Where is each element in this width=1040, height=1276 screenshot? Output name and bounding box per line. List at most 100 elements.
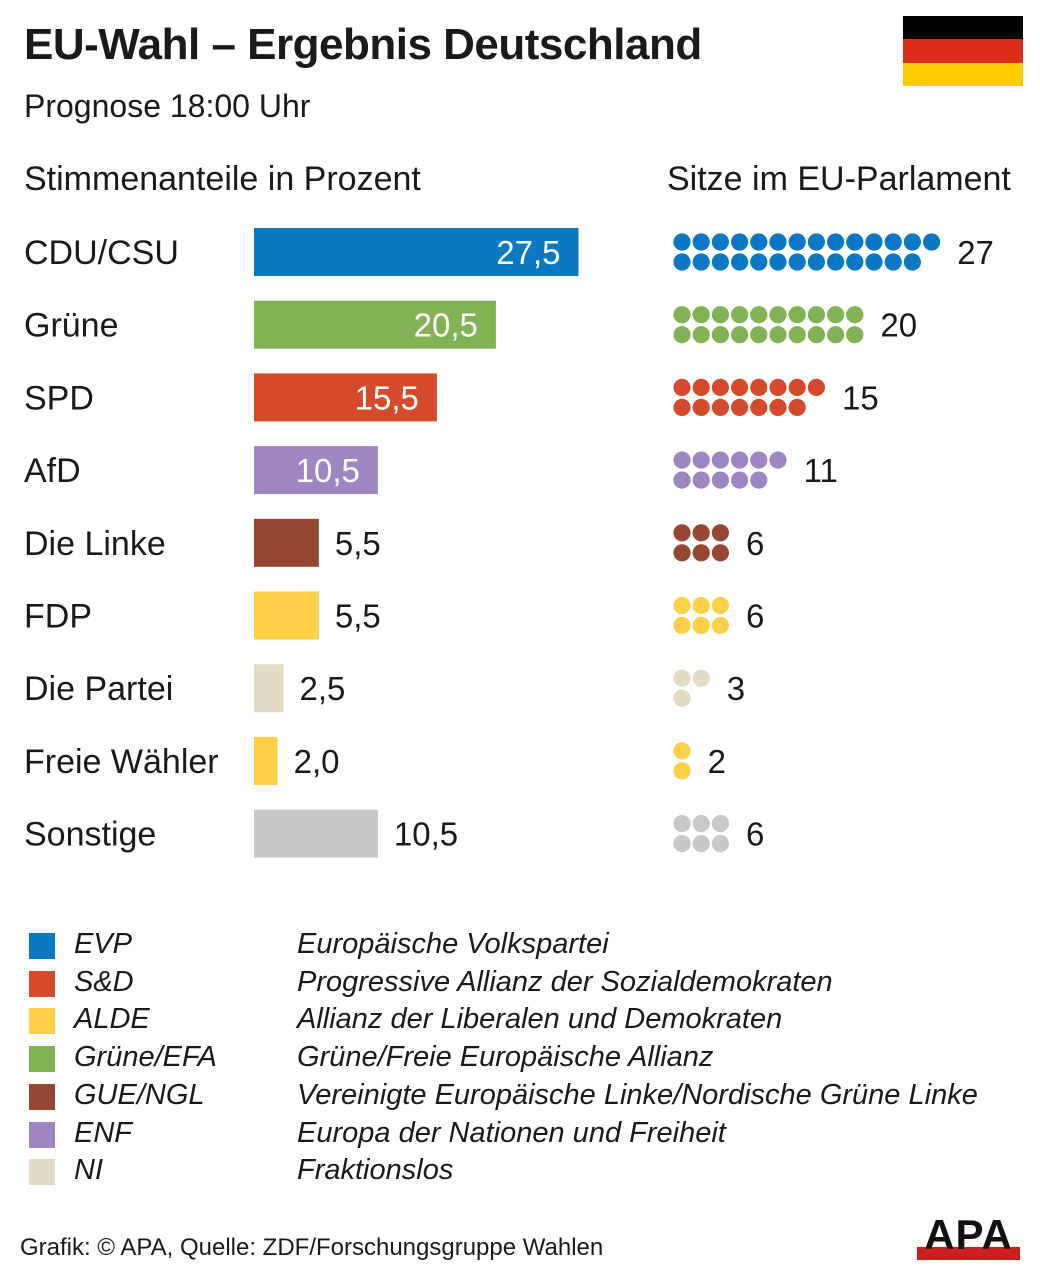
seat-dot (846, 326, 864, 344)
legend-swatch (29, 1008, 55, 1035)
legend-abbreviation: Grüne/EFA (74, 1041, 217, 1074)
seat-dot (807, 233, 826, 251)
seat-dot (750, 306, 768, 324)
seat-dot (692, 835, 710, 853)
legend-abbreviation: S&D (74, 965, 134, 998)
seat-dot (788, 378, 806, 396)
bar (254, 228, 579, 276)
seat-dot (788, 326, 806, 344)
seat-dot (692, 233, 710, 251)
legend-item: NI Fraktionslos (24, 1154, 1024, 1192)
legend-group-name: Europa der Nationen und Freiheit (297, 1116, 726, 1149)
vote-share-heading: Stimmenanteile in Prozent (24, 160, 421, 198)
seat-count-label: 6 (746, 525, 764, 562)
legend-swatch (29, 1121, 55, 1148)
seat-dot (750, 398, 768, 416)
seat-dot (711, 451, 730, 469)
seat-dot (807, 326, 826, 344)
seat-dot (673, 471, 691, 489)
seat-count-label: 2 (708, 743, 726, 780)
bar-value-label: 10,5 (394, 816, 458, 853)
bar (254, 809, 378, 858)
seat-dot (903, 253, 922, 271)
seat-dot (673, 669, 691, 687)
bar-value-label: 15,5 (355, 379, 419, 416)
legend-group-name: Europäische Volkspartei (297, 928, 609, 960)
category-label: Sonstige (24, 816, 156, 854)
bar (254, 664, 284, 713)
legend-group-name: Allianz der Liberalen und Demokraten (297, 1003, 783, 1036)
seat-dot (731, 253, 749, 271)
seat-count-label: 27 (957, 234, 994, 271)
category-label: FDP (24, 598, 92, 636)
seat-dot (788, 233, 806, 251)
seat-dot (865, 233, 883, 251)
bar-value-label: 10,5 (296, 452, 360, 489)
seat-dot (673, 762, 691, 780)
seat-dot (769, 398, 787, 416)
bar (254, 591, 319, 640)
seat-dot (711, 471, 730, 489)
seat-dot (731, 326, 749, 344)
legend-swatch (29, 970, 55, 997)
seat-dot (692, 253, 710, 271)
seat-dot (711, 596, 730, 615)
seat-dot (731, 471, 749, 489)
flag-stripe-red (903, 39, 1023, 63)
legend-swatch (29, 1159, 55, 1186)
seat-dot (769, 233, 787, 251)
seat-count-label: 15 (842, 379, 879, 416)
category-label: Grüne (24, 307, 119, 345)
seat-dot (807, 378, 826, 396)
seat-dot (750, 233, 768, 251)
seat-count-label: 6 (746, 598, 764, 635)
bar (254, 300, 496, 349)
seat-dot (711, 306, 730, 324)
seat-dot (731, 233, 749, 251)
seat-dot (673, 326, 691, 344)
seat-dot (673, 596, 691, 615)
category-label: Die Partei (24, 670, 173, 708)
german-flag-icon (903, 16, 1023, 86)
seat-dot (884, 233, 902, 251)
seat-dot (673, 306, 691, 324)
seat-dot (673, 524, 691, 542)
seat-dot (827, 306, 845, 324)
seat-dot (827, 233, 845, 251)
legend-abbreviation: EVP (74, 928, 133, 960)
seat-dot (769, 451, 787, 469)
legend-item: ENF Europa der Nationen und Freiheit (24, 1117, 1024, 1155)
flag-stripe-gold (903, 62, 1023, 86)
seat-dot (769, 253, 787, 271)
chart-title: EU-Wahl – Ergebnis Deutschland (24, 20, 702, 69)
seat-dot (807, 306, 826, 324)
seat-dot (711, 524, 730, 542)
seat-dot (692, 451, 710, 469)
category-label: CDU/CSU (24, 234, 179, 272)
seat-dot (769, 306, 787, 324)
flag-stripe-black (903, 16, 1023, 40)
seat-dot (692, 398, 710, 416)
seat-dot (673, 544, 691, 562)
legend-item: GUE/NGL Vereinigte Europäische Linke/Nord… (24, 1079, 1024, 1117)
seat-dot (711, 544, 730, 562)
apa-logo: APA (917, 1214, 1020, 1260)
legend-group-name: Fraktionslos (297, 1154, 454, 1187)
seat-dot (673, 398, 691, 416)
seat-dot (750, 253, 768, 271)
seat-dot (788, 398, 806, 416)
seat-dot (692, 471, 710, 489)
seat-dot (711, 326, 730, 344)
seat-dot (673, 378, 691, 396)
legend-swatch (29, 1083, 55, 1110)
bar-value-label: 2,0 (294, 743, 340, 780)
seat-dot (731, 306, 749, 324)
seat-dot (711, 233, 730, 251)
svg-text:APA: APA (924, 1214, 1013, 1258)
legend-item: ALDE Allianz der Liberalen und Demokraten (24, 1003, 1024, 1041)
seat-dot (673, 689, 691, 707)
seat-dot (673, 233, 691, 251)
seat-dot (769, 326, 787, 344)
seat-dot (692, 306, 710, 324)
bar (254, 373, 437, 422)
